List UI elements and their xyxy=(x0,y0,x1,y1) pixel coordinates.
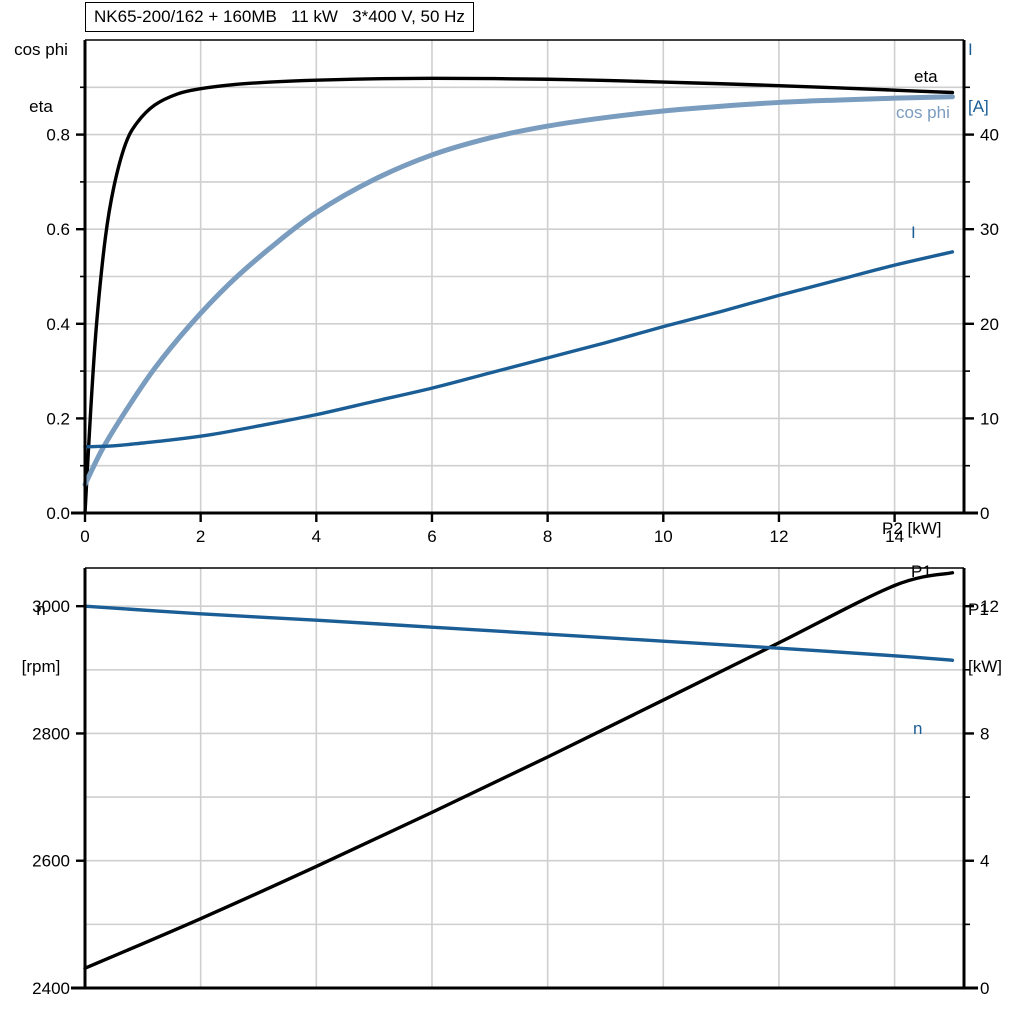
curve-label-cos-phi: cos phi xyxy=(896,103,950,122)
x-tick-label: 12 xyxy=(769,527,788,546)
top-x-axis-title: P2 [kW] xyxy=(882,519,942,538)
y-tick-label-right: 0 xyxy=(980,504,989,523)
top-plot-canvas: 0.0 0.2 0.4 0.6 0.8 0 10 20 30 40 0 2 4 6 8 10 12 14 xyxy=(46,39,999,546)
curve-label-current: I xyxy=(911,223,916,242)
y-tick-label-left: 2400 xyxy=(32,979,70,998)
y-tick-label-left: 2600 xyxy=(32,852,70,871)
curve-label-eta: eta xyxy=(914,67,938,86)
y-tick-label-left: 0.8 xyxy=(46,126,70,145)
y-tick-label-right: 12 xyxy=(980,597,999,616)
chart-title-text: NK65-200/162 + 160MB 11 kW 3*400 V, 50 H… xyxy=(94,7,465,26)
series-line-cos-phi xyxy=(82,94,955,488)
motor-efficiency-chart: 0.0 0.2 0.4 0.6 0.8 0 10 20 30 40 0 2 4 6 8 10 12 14 cos … xyxy=(2,2,1020,546)
speed-power-chart: 2400 2600 2800 3000 0 4 8 12 n [rpm] P1 [kW] P1… xyxy=(0,548,1024,1024)
y-tick-label-right: 8 xyxy=(980,724,989,743)
top-right-axis-title-line2: [A] xyxy=(968,97,989,116)
series-line-I xyxy=(83,250,955,449)
y-tick-label-right: 30 xyxy=(980,220,999,239)
y-tick-label-right: 40 xyxy=(980,126,999,145)
y-tick-label-left: 2800 xyxy=(32,724,70,743)
x-tick-label: 2 xyxy=(196,527,205,546)
y-tick-label-right: 0 xyxy=(980,979,989,998)
bottom-left-axis-title-line1: n xyxy=(36,600,46,619)
x-tick-label: 6 xyxy=(427,527,436,546)
x-tick-label: 8 xyxy=(543,527,552,546)
top-right-axis-title: I [A] xyxy=(968,2,1020,154)
bottom-right-axis-title-line2: [kW] xyxy=(968,657,1002,676)
y-tick-label-left: 0.6 xyxy=(46,220,70,239)
y-tick-label-right: 10 xyxy=(980,409,999,428)
chart-title-box: NK65-200/162 + 160MB 11 kW 3*400 V, 50 H… xyxy=(85,2,474,32)
bottom-left-axis-title: n [rpm] xyxy=(2,562,80,714)
x-tick-label: 4 xyxy=(312,527,321,546)
x-tick-label: 0 xyxy=(80,527,89,546)
bottom-right-axis-title-line1: P1 xyxy=(968,600,989,619)
x-tick-label: 10 xyxy=(654,527,673,546)
curve-label-n: n xyxy=(913,719,923,738)
y-tick-label-right: 4 xyxy=(980,852,989,871)
y-tick-label-left: 0.0 xyxy=(46,504,70,523)
bottom-right-axis-title: P1 [kW] xyxy=(968,562,1024,714)
series-line-n xyxy=(83,604,955,662)
x-tick-label: 14 xyxy=(885,527,904,546)
top-left-axis-title-line1: cos phi xyxy=(14,40,68,59)
curve-label-p1: P1 xyxy=(911,562,932,581)
y-tick-label-left: 0.4 xyxy=(46,315,70,334)
top-left-axis-title-line2: eta xyxy=(29,97,53,116)
series-line-P1 xyxy=(83,571,955,970)
bottom-plot-canvas: 2400 2600 2800 3000 0 4 8 12 xyxy=(32,567,999,998)
y-tick-label-left: 0.2 xyxy=(46,409,70,428)
top-right-axis-title-line1: I xyxy=(968,40,973,59)
top-left-axis-title: cos phi eta xyxy=(2,2,80,154)
y-tick-label-left: 3000 xyxy=(32,597,70,616)
series-line-eta xyxy=(83,76,955,515)
y-tick-label-right: 20 xyxy=(980,315,999,334)
bottom-left-axis-title-line2: [rpm] xyxy=(21,657,61,676)
